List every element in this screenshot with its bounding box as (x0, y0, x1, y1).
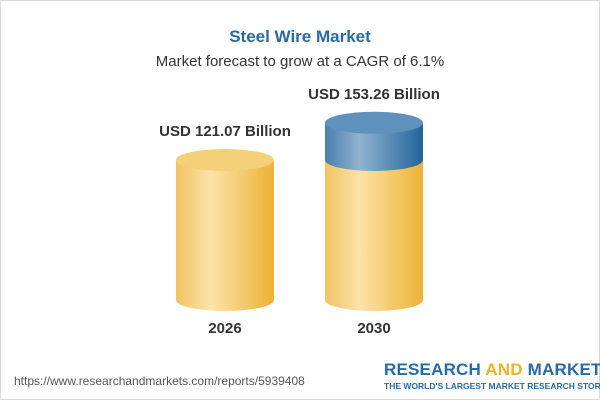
chart-subtitle: Market forecast to grow at a CAGR of 6.1… (155, 53, 445, 70)
category-label: 2026 (208, 320, 241, 337)
bar-top-2026 (176, 149, 274, 171)
chart-title: Steel Wire Market (229, 27, 371, 46)
logo: RESEARCH AND MARKETS THE WORLD'S LARGEST… (384, 360, 600, 391)
source-url[interactable]: https://www.researchandmarkets.com/repor… (14, 374, 305, 388)
logo-text-markets: MARKETS (527, 360, 600, 379)
logo-text-and: AND (485, 360, 523, 379)
data-label: USD 121.07 Billion (159, 123, 291, 140)
bar-growth-2030-body (325, 122, 423, 171)
logo-text: RESEARCH (384, 360, 486, 379)
category-label: 2030 (357, 320, 390, 337)
bar-top-2030 (325, 111, 423, 134)
data-label: USD 153.26 Billion (308, 86, 440, 103)
logo-tagline: THE WORLD'S LARGEST MARKET RESEARCH STOR… (384, 381, 600, 391)
bar-base-2030-body (325, 160, 423, 311)
bar-2026-body (176, 160, 274, 311)
